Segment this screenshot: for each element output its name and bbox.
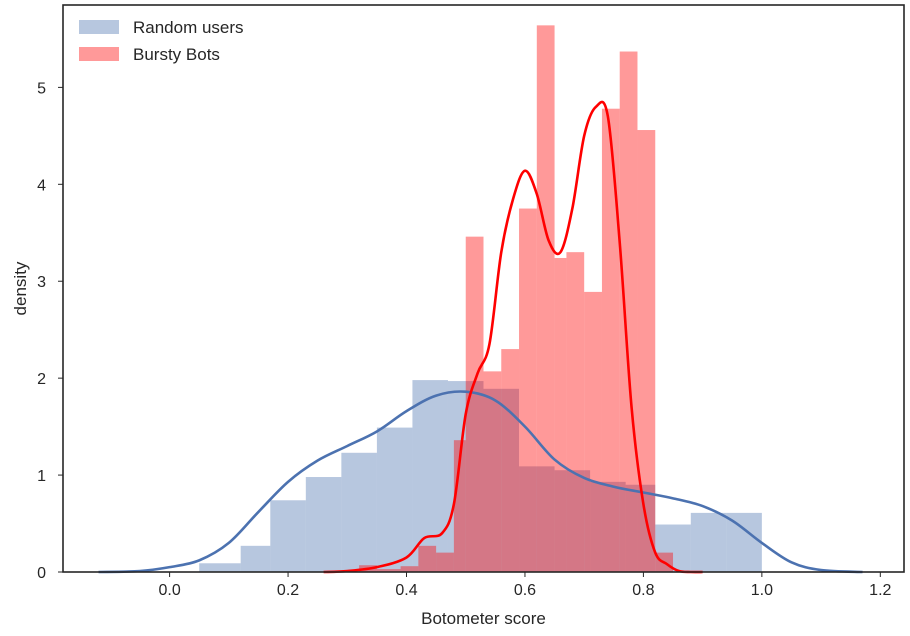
random-users-bar — [412, 380, 448, 572]
kde-curves — [98, 100, 863, 574]
random-users-legend-swatch — [79, 20, 119, 34]
random-users-bar — [554, 470, 591, 572]
x-tick-label: 0.4 — [395, 582, 417, 599]
bursty-bots-bar — [501, 349, 520, 572]
random-users-bar — [341, 452, 377, 572]
plot-frame — [62, 4, 905, 573]
bursty-bots-bar — [519, 208, 537, 573]
legend: Random users Bursty Bots — [79, 18, 244, 64]
x-tick-label: 0.6 — [514, 582, 536, 599]
histogram-bars — [199, 25, 762, 573]
y-tick-label: 2 — [37, 371, 46, 388]
x-axis-label: Botometer score — [421, 609, 546, 628]
bursty-bots-bar — [536, 25, 555, 573]
x-tick-label: 1.0 — [751, 582, 773, 599]
random-users-bar — [655, 524, 691, 572]
y-tick-label: 1 — [37, 468, 46, 485]
random-users-bar — [240, 545, 271, 572]
random-users-bar — [376, 427, 413, 572]
x-tick-label: 0.0 — [158, 582, 180, 599]
bursty-bots-bar — [601, 108, 620, 572]
bursty-bots-bar — [637, 130, 656, 572]
bursty-bots-bar — [566, 252, 585, 572]
bursty-bots-bar — [418, 545, 437, 572]
random-users-bar — [519, 466, 555, 572]
y-tick-label: 0 — [37, 565, 46, 582]
bursty-bots-bar — [436, 552, 454, 572]
random-users-bar — [483, 388, 520, 572]
random-users-bar — [590, 481, 626, 572]
x-tick-label: 0.2 — [277, 582, 299, 599]
x-axis-ticks: 0.0 0.2 0.4 0.6 0.8 1.0 1.2 — [158, 572, 892, 599]
bursty-bots-legend-label: Bursty Bots — [133, 45, 220, 64]
random-users-bar — [625, 484, 656, 572]
bursty-bots-bar — [465, 236, 484, 572]
bursty-bots-legend-swatch — [79, 47, 119, 61]
bursty-bots-bar — [483, 371, 502, 572]
y-axis-ticks: 0 1 2 3 4 5 — [37, 80, 63, 582]
random-users-legend-label: Random users — [133, 18, 244, 37]
y-tick-label: 3 — [37, 274, 46, 291]
random-users-bar — [690, 512, 727, 572]
bursty-bots-kde-line — [323, 100, 703, 574]
bursty-bots-bar — [584, 291, 602, 572]
random-users-kde-line — [98, 390, 863, 574]
y-axis-label: density — [11, 261, 30, 315]
x-tick-label: 1.2 — [869, 582, 891, 599]
random-users-bar — [199, 563, 241, 572]
y-tick-label: 4 — [37, 177, 46, 194]
bursty-bots-bar — [554, 257, 567, 572]
y-tick-label: 5 — [37, 80, 46, 97]
x-tick-label: 0.8 — [632, 582, 654, 599]
random-users-bar — [305, 477, 342, 572]
random-users-bar — [726, 512, 762, 572]
bursty-bots-bar — [400, 566, 419, 572]
random-users-bar — [270, 500, 306, 572]
bursty-bots-bar — [619, 51, 638, 573]
bursty-bots-bar — [376, 569, 401, 572]
bursty-bots-bar — [453, 440, 466, 572]
